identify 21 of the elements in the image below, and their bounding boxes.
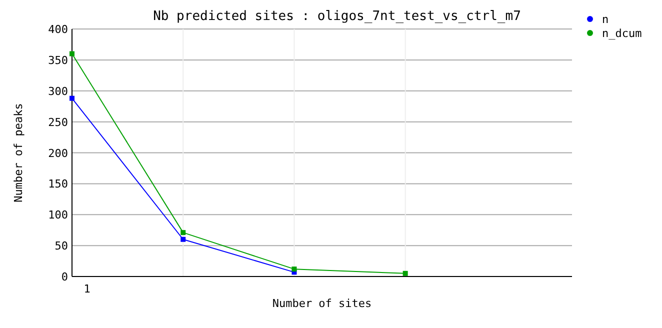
y-tick-label: 350 (48, 54, 68, 67)
chart-title: Nb predicted sites : oligos_7nt_test_vs_ctrl_m7 (153, 9, 521, 24)
point (70, 51, 74, 56)
point (180, 230, 186, 236)
point (180, 236, 186, 242)
y-tick-label: 50 (54, 240, 68, 253)
y-tick-label: 300 (48, 84, 68, 98)
legend-label: n_dcum (602, 27, 642, 40)
point (292, 266, 297, 272)
y-tick-label: 200 (48, 146, 68, 160)
point (402, 270, 408, 276)
legend-label: n (602, 13, 609, 26)
y-tick-label: 150 (48, 178, 68, 191)
x-axis-title: Number of sites (272, 297, 372, 310)
point (70, 96, 74, 101)
y-tick-label: 400 (48, 23, 68, 36)
y-tick-label: 250 (48, 116, 68, 129)
x-tick-label: 1 (84, 282, 90, 296)
y-tick-label: 0 (61, 270, 68, 284)
y-axis-title: Number of peaks (12, 103, 25, 202)
y-tick-label: 100 (48, 208, 68, 222)
